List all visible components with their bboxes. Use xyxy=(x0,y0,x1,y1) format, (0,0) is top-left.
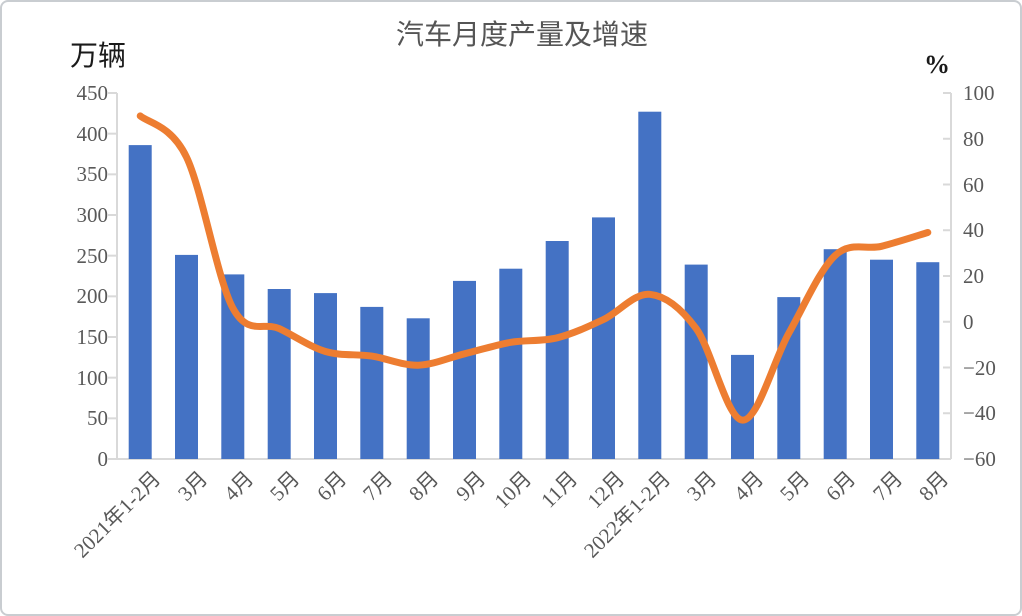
growth-line xyxy=(136,112,932,424)
right-axis-tick-label: 0 xyxy=(963,309,974,334)
right-axis-tick-label: 20 xyxy=(963,264,984,288)
bar-6月 xyxy=(823,249,847,459)
right-axis-unit-label: % xyxy=(924,50,950,79)
left-axis-tick-label: 350 xyxy=(76,162,109,187)
bar-3月 xyxy=(175,254,198,459)
right-axis-tick-label: −60 xyxy=(963,447,996,471)
bar-2022年1-2月 xyxy=(638,111,662,459)
left-axis-tick-label: 100 xyxy=(76,365,109,390)
left-axis-tick-label: 200 xyxy=(76,284,109,309)
bar-8月 xyxy=(406,318,430,459)
bar-6月 xyxy=(314,293,337,459)
right-axis-tick-label: 60 xyxy=(963,172,984,197)
left-axis-tick-label: 400 xyxy=(76,121,109,146)
left-axis-tick-label: 300 xyxy=(76,203,109,227)
left-axis-tick-label: 450 xyxy=(76,81,109,105)
right-axis-tick-label: −40 xyxy=(963,401,996,426)
bar-12月 xyxy=(592,217,615,459)
left-axis-tick-label: 50 xyxy=(87,406,108,431)
bar-11月 xyxy=(545,241,569,459)
left-axis-tick-label: 0 xyxy=(97,447,109,471)
right-axis-tick-label: 40 xyxy=(963,218,984,243)
bar-9月 xyxy=(453,280,476,459)
left-axis-tick-label: 250 xyxy=(76,243,109,268)
bar-3月 xyxy=(684,264,708,459)
bar-10月 xyxy=(499,268,523,459)
chart-title: 汽车月度产量及增速 xyxy=(395,20,649,51)
bar-8月 xyxy=(916,262,940,459)
bar-2021年1-2月 xyxy=(128,145,152,459)
left-axis-unit-label: 万辆 xyxy=(70,41,127,72)
bar-7月 xyxy=(870,259,893,459)
bar-4月 xyxy=(731,354,754,459)
bar-7月 xyxy=(360,306,384,459)
right-axis-tick-label: −20 xyxy=(963,355,996,380)
right-axis-tick-label: 80 xyxy=(963,126,984,151)
bar-5月 xyxy=(267,289,291,459)
left-axis-tick-label: 150 xyxy=(76,325,109,349)
right-axis-tick-label: 100 xyxy=(963,81,995,105)
